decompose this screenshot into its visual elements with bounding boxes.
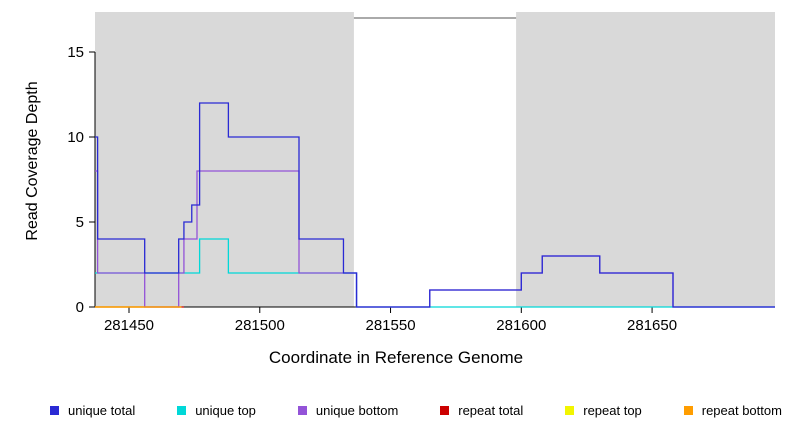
y-tick-label: 10 — [67, 129, 84, 146]
legend-label: repeat top — [583, 402, 642, 418]
shaded-region — [95, 12, 354, 307]
legend-label: repeat total — [458, 402, 524, 418]
x-tick-label: 281650 — [627, 317, 677, 334]
y-tick-label: 15 — [67, 44, 84, 61]
x-tick-label: 281550 — [366, 317, 416, 334]
legend-item-repeat-top: repeat top — [565, 403, 642, 418]
x-tick-label: 281450 — [104, 317, 154, 334]
legend-label: unique total — [68, 402, 136, 418]
x-axis-title: Coordinate in Reference Genome — [268, 348, 524, 367]
x-tick-label: 281500 — [235, 317, 285, 334]
series-unique-total — [95, 102, 775, 308]
legend-label: unique bottom — [315, 402, 399, 418]
legend-label: repeat bottom — [701, 402, 782, 418]
legend: unique total unique top unique bottom repea… — [0, 398, 792, 422]
x-tick-label: 281600 — [496, 317, 546, 334]
y-axis-title: Read Coverage Depth — [24, 81, 41, 241]
legend-label: unique top — [195, 402, 256, 418]
legend-item-unique-total: unique total — [50, 403, 135, 418]
legend-item-unique-top: unique top — [177, 403, 256, 418]
legend-item-repeat-total: repeat total — [440, 403, 523, 418]
legend-item-unique-bottom: unique bottom — [297, 402, 399, 418]
legend-swatch-repeat-top — [565, 405, 575, 415]
legend-swatch-repeat-total — [440, 405, 450, 415]
legend-item-repeat-bottom: repeat bottom — [683, 402, 782, 418]
legend-swatch-unique-top — [177, 405, 187, 415]
legend-swatch-unique-bottom — [297, 405, 307, 415]
shaded-region — [516, 12, 775, 307]
legend-swatch-unique-total — [50, 405, 59, 415]
y-tick-label: 5 — [76, 214, 84, 231]
y-tick-label: 0 — [76, 299, 84, 316]
legend-swatch-repeat-bottom — [683, 405, 693, 415]
coverage-plot: 281450 281500 281550 281600 281650 0 5 10 15 — [67, 12, 775, 334]
